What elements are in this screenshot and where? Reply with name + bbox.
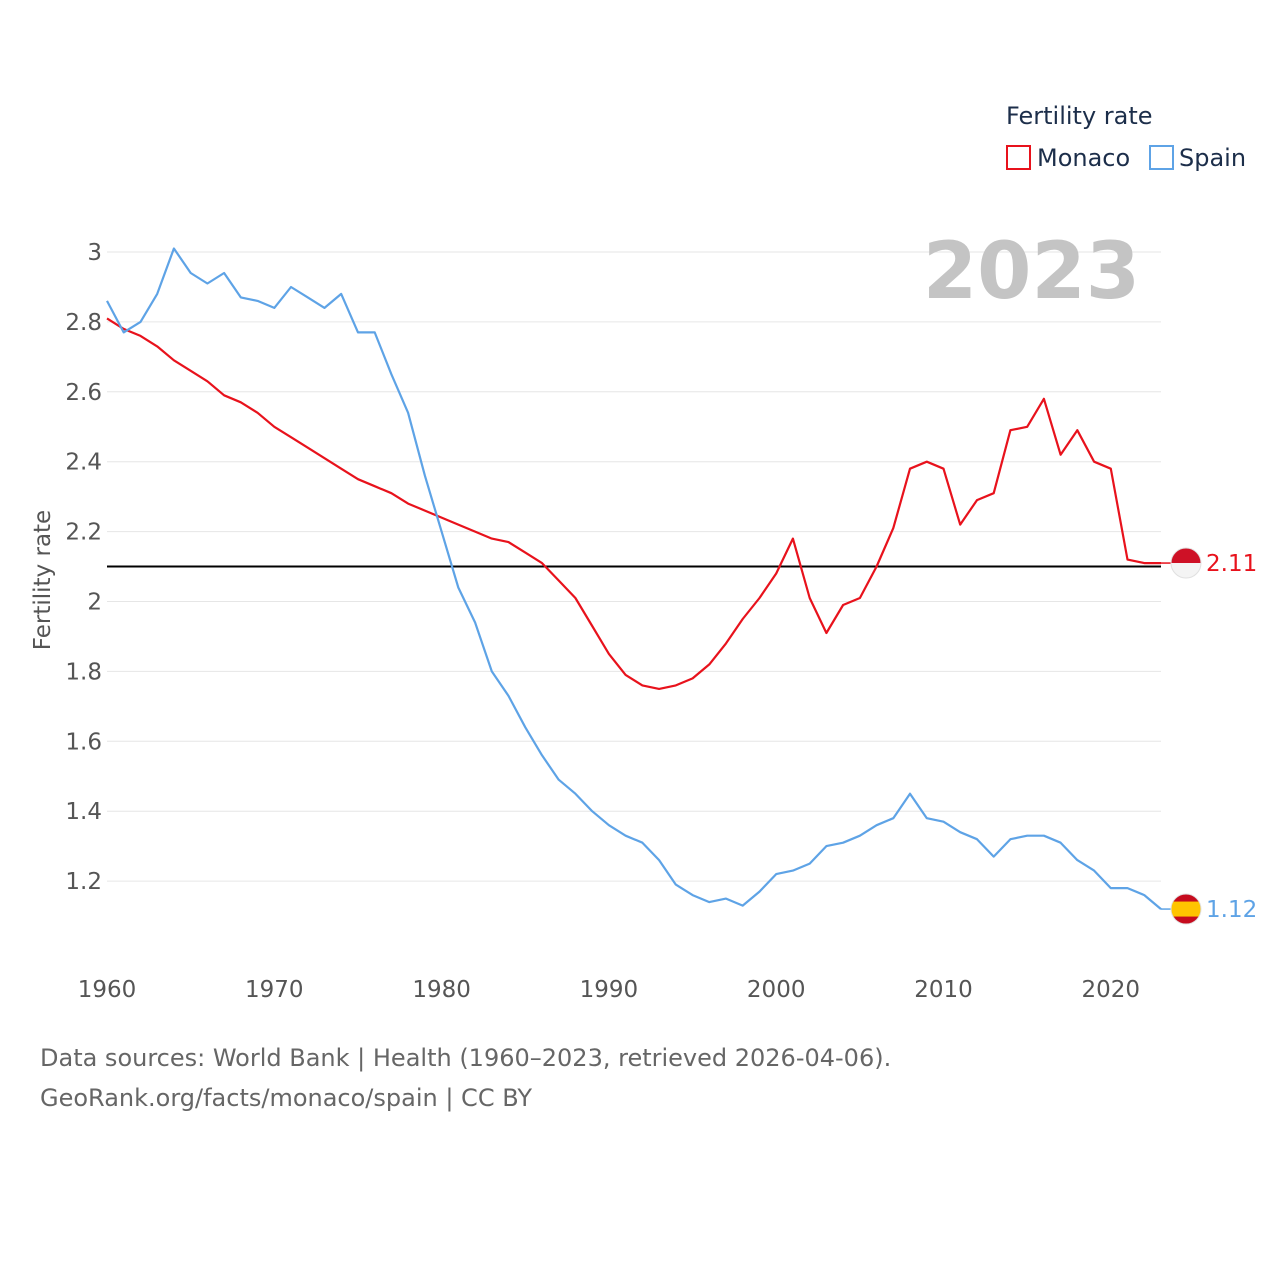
series-lines — [106, 247, 1162, 910]
x-tick-label: 2000 — [747, 977, 806, 1003]
data-source-note: Data sources: World Bank | Health (1960–… — [40, 1044, 892, 1072]
series-line-monaco — [106, 317, 1161, 691]
legend-swatch-monaco[interactable] — [1006, 145, 1031, 170]
legend-label-spain[interactable]: Spain — [1179, 144, 1246, 172]
y-tick-label: 3 — [87, 240, 102, 266]
grid-lines — [107, 251, 1161, 882]
legend-title: Fertility rate — [1006, 102, 1153, 130]
x-tick-label: 1970 — [245, 977, 304, 1003]
y-axis-label: Fertility rate — [30, 510, 56, 650]
monaco-flag-icon — [1170, 547, 1202, 579]
end-value-spain: 1.12 — [1206, 897, 1257, 923]
y-tick-label: 2.2 — [65, 520, 102, 546]
y-tick-label: 2.6 — [65, 380, 102, 406]
y-tick-label: 1.2 — [65, 869, 102, 895]
y-tick-label: 1.4 — [65, 799, 102, 825]
legend: Fertility rate Monaco Spain — [1006, 102, 1246, 172]
series-line-spain — [106, 247, 1162, 910]
y-tick-label: 1.6 — [65, 729, 102, 755]
x-tick-label: 1980 — [412, 977, 471, 1003]
y-tick-label: 2.8 — [65, 310, 102, 336]
legend-label-monaco[interactable]: Monaco — [1037, 144, 1130, 172]
end-markers: 2.11 1.12 — [1161, 547, 1257, 925]
source-link[interactable]: GeoRank.org/facts/monaco/spain | CC BY — [40, 1084, 533, 1112]
legend-swatch-spain[interactable] — [1149, 145, 1174, 170]
y-tick-label: 2.4 — [65, 450, 102, 476]
y-tick-label: 2 — [87, 590, 102, 616]
x-tick-label: 1990 — [580, 977, 639, 1003]
x-tick-label: 1960 — [78, 977, 137, 1003]
y-tick-label: 1.8 — [65, 659, 102, 685]
x-tick-label: 2020 — [1082, 977, 1141, 1003]
end-value-monaco: 2.11 — [1206, 551, 1257, 577]
spain-flag-icon — [1170, 893, 1202, 925]
y-axis-ticks: 1.2 1.4 1.6 1.8 2 2.2 2.4 2.6 2.8 3 — [65, 240, 102, 895]
current-year-label: 2023 — [923, 227, 1140, 317]
x-axis-ticks: 1960 1970 1980 1990 2000 2010 2020 — [78, 977, 1140, 1003]
x-tick-label: 2010 — [914, 977, 973, 1003]
